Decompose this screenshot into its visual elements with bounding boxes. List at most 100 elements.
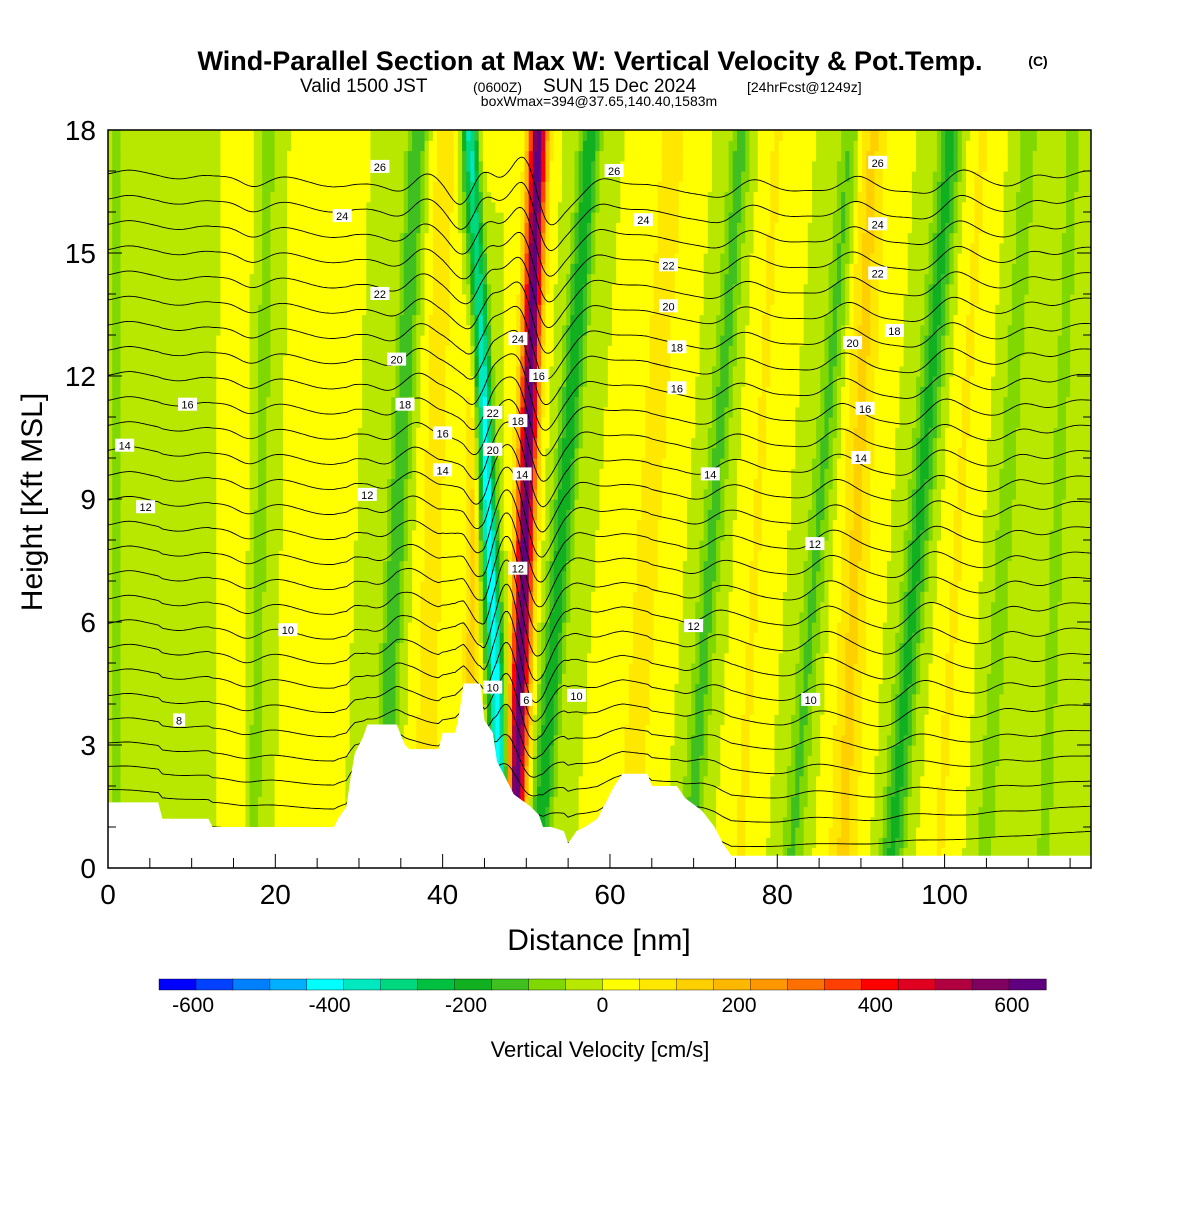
velocity-cell (254, 766, 259, 777)
velocity-cell (695, 776, 700, 787)
velocity-cell (1083, 837, 1088, 848)
velocity-cell (962, 796, 967, 807)
velocity-cell (941, 786, 946, 797)
velocity-cell (987, 714, 992, 725)
velocity-cell (774, 714, 779, 725)
velocity-cell (270, 735, 275, 746)
velocity-cell (387, 714, 392, 725)
velocity-cell (1070, 735, 1075, 746)
velocity-cell (1083, 786, 1088, 797)
velocity-cell (720, 796, 725, 807)
velocity-cell (929, 745, 934, 756)
velocity-cell (758, 786, 763, 797)
velocity-cell (283, 725, 288, 736)
velocity-cell (1049, 755, 1054, 766)
velocity-cell (300, 786, 305, 797)
velocity-cell (966, 827, 971, 838)
velocity-cell (570, 786, 575, 797)
velocity-cell (112, 745, 117, 756)
velocity-cell (949, 837, 954, 848)
velocity-cell (154, 735, 159, 746)
velocity-cell (966, 807, 971, 818)
velocity-cell (525, 776, 530, 787)
velocity-cell (891, 817, 896, 828)
velocity-cell (841, 827, 846, 838)
velocity-cell (683, 725, 688, 736)
velocity-cell (250, 755, 255, 766)
velocity-cell (337, 786, 342, 797)
velocity-cell (170, 786, 175, 797)
velocity-cell (1049, 786, 1054, 797)
velocity-cell (999, 786, 1004, 797)
velocity-cell (854, 817, 859, 828)
velocity-cell (591, 796, 596, 807)
velocity-cell (687, 725, 692, 736)
velocity-cell (1062, 786, 1067, 797)
velocity-cell (783, 735, 788, 746)
velocity-cell (624, 745, 629, 756)
velocity-cell (137, 725, 142, 736)
velocity-cell (941, 745, 946, 756)
velocity-cell (779, 755, 784, 766)
velocity-cell (787, 786, 792, 797)
velocity-cell (220, 796, 225, 807)
velocity-cell (583, 766, 588, 777)
velocity-cell (616, 725, 621, 736)
velocity-cell (1029, 786, 1034, 797)
velocity-cell (1020, 807, 1025, 818)
velocity-cell (941, 766, 946, 777)
velocity-cell (812, 714, 817, 725)
velocity-cell (987, 735, 992, 746)
velocity-cell (550, 776, 555, 787)
velocity-cell (575, 776, 580, 787)
velocity-cell (879, 766, 884, 777)
velocity-cell (662, 766, 667, 777)
velocity-cell (575, 766, 580, 777)
velocity-cell (229, 704, 234, 715)
velocity-cell (745, 735, 750, 746)
velocity-cell (979, 837, 984, 848)
velocity-cell (1066, 745, 1071, 756)
velocity-cell (229, 714, 234, 725)
velocity-cell (1008, 755, 1013, 766)
velocity-cell (545, 796, 550, 807)
velocity-cell (329, 725, 334, 736)
velocity-cell (783, 755, 788, 766)
velocity-cell (949, 827, 954, 838)
velocity-cell (779, 735, 784, 746)
velocity-cell (1016, 786, 1021, 797)
velocity-cell (762, 725, 767, 736)
velocity-cell (291, 766, 296, 777)
velocity-cell (195, 786, 200, 797)
velocity-cell (962, 786, 967, 797)
velocity-cell (229, 745, 234, 756)
velocity-cell (687, 776, 692, 787)
velocity-cell (995, 766, 1000, 777)
velocity-cell (1070, 714, 1075, 725)
velocity-cell (941, 796, 946, 807)
velocity-cell (325, 817, 330, 828)
velocity-cell (116, 776, 121, 787)
velocity-cell (579, 817, 584, 828)
velocity-cell (121, 745, 126, 756)
velocity-cell (412, 725, 417, 736)
velocity-cell (987, 745, 992, 756)
velocity-cell (1074, 766, 1079, 777)
velocity-cell (237, 735, 242, 746)
velocity-cell (1062, 796, 1067, 807)
velocity-cell (570, 725, 575, 736)
velocity-cell (229, 786, 234, 797)
velocity-cell (899, 827, 904, 838)
velocity-cell (287, 786, 292, 797)
velocity-cell (237, 745, 242, 756)
velocity-cell (674, 714, 679, 725)
velocity-cell (724, 796, 729, 807)
velocity-cell (1058, 725, 1063, 736)
velocity-cell (679, 745, 684, 756)
velocity-cell (933, 817, 938, 828)
velocity-cell (866, 766, 871, 777)
velocity-cell (924, 776, 929, 787)
velocity-cell (904, 766, 909, 777)
velocity-cell (1079, 807, 1084, 818)
velocity-cell (879, 837, 884, 848)
